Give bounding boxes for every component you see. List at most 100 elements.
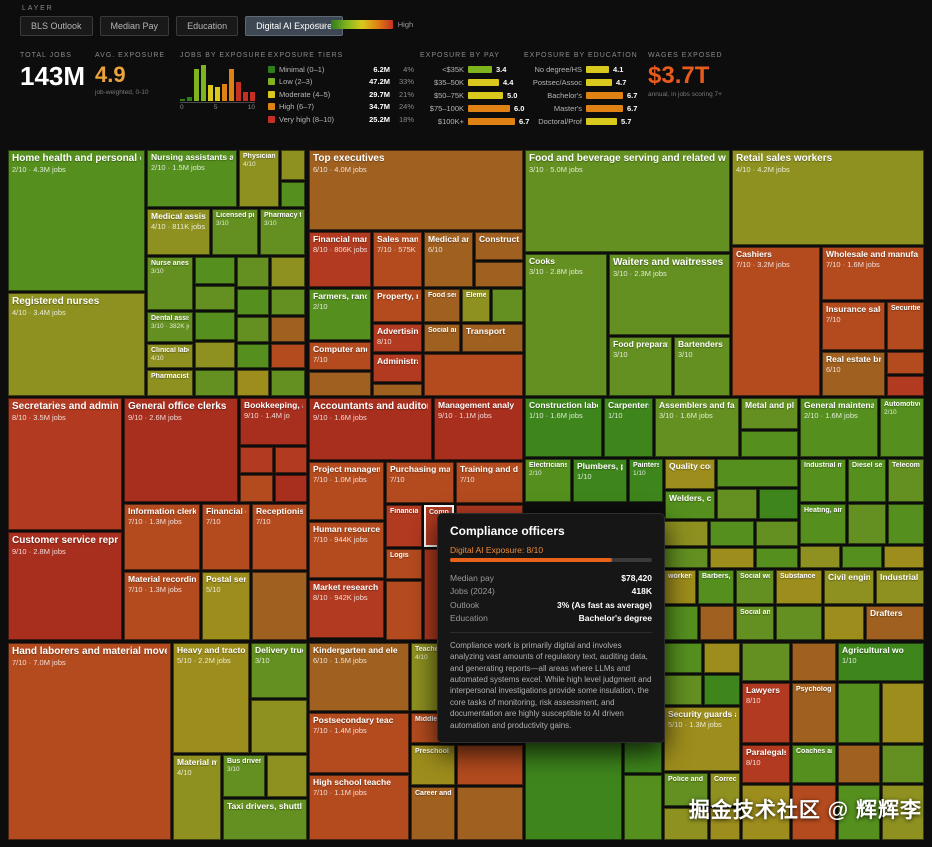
industrial-machinery-mechanics[interactable]: Industrial mac [800,459,846,502]
treemap-tile[interactable] [309,372,371,396]
treemap-tile[interactable] [373,384,422,396]
property-real-estate-managers[interactable]: Property, real e [373,289,422,322]
high-school-teachers[interactable]: High school teache 7/10 · 1.1M jobs [309,775,409,840]
career-technical-teachers[interactable]: Career and te [411,787,455,840]
social-human-service-assistants[interactable]: Social and [736,606,774,640]
treemap-tile[interactable] [237,289,269,315]
physicians-and-surgeons[interactable]: Physicians and sur4/10 [239,150,279,207]
hand-laborers-material-movers[interactable]: Hand laborers and material movers 7/10 · … [8,643,171,840]
top-executives[interactable]: Top executives 6/10 · 4.0M jobs [309,150,523,230]
plumbers-pipefitters[interactable]: Plumbers, pipefit1/10 [573,459,627,502]
treemap-tile[interactable] [386,581,422,640]
civil-engineers[interactable]: Civil engineer [824,570,874,604]
sales-managers[interactable]: Sales managers7/10 · 575K jo [373,232,422,287]
treemap-tile[interactable] [756,521,798,546]
treemap-tile[interactable] [195,286,235,310]
agricultural-workers[interactable]: Agricultural wo 1/10 [838,643,924,681]
secretaries-admin-assistants[interactable]: Secretaries and administra8/10 · 3.5M jo… [8,398,122,530]
food-beverage-serving-workers[interactable]: Food and beverage serving and related wo… [525,150,730,252]
receptionists[interactable]: Receptionists7/10 [252,504,307,570]
training-development-specialists[interactable]: Training and d 7/10 [456,462,523,503]
treemap-tile[interactable] [664,521,708,546]
transportation-managers[interactable]: Transport [462,324,523,352]
treemap-tile[interactable] [800,546,840,568]
treemap-tile[interactable] [717,489,757,519]
human-resources-specialists[interactable]: Human resources s7/10 · 944K jobs [309,522,384,578]
treemap-tile[interactable] [888,504,924,544]
treemap-tile[interactable] [624,775,662,840]
general-maintenance-repair[interactable]: General maintenanc2/10 · 1.6M jobs [800,398,878,457]
carpenters[interactable]: Carpenters 1/10 [604,398,653,457]
farmers-ranchers[interactable]: Farmers, ranchers,2/10 [309,289,371,340]
treemap-tile[interactable] [664,808,708,840]
treemap-tile[interactable] [882,683,924,743]
taxi-drivers-chauffeurs[interactable]: Taxi drivers, shuttl [223,799,307,840]
treemap-tile[interactable] [281,182,305,207]
security-guards[interactable]: Security guards and ga5/10 · 1.3M jobs [664,707,740,771]
treemap-tile[interactable] [195,342,235,368]
general-office-clerks[interactable]: General office clerks 9/10 · 2.6M jobs [124,398,238,502]
treemap-tile[interactable] [838,745,880,783]
treemap-tile[interactable] [457,745,523,785]
dental-assistants[interactable]: Dental assist3/10 · 382K jo [147,312,193,342]
treemap-tile[interactable] [251,700,307,753]
treemap-tile[interactable] [271,257,305,287]
treemap-tile[interactable] [237,317,269,342]
police-and-detectives[interactable]: Police and dete [664,773,708,806]
customer-service-representatives[interactable]: Customer service represen9/10 · 2.8M job… [8,532,122,640]
education-administrators[interactable]: Elementa [462,289,490,322]
heating-ac-mechanics[interactable]: Heating, air co [800,504,846,544]
treemap-tile[interactable] [704,643,740,673]
real-estate-brokers-agents[interactable]: Real estate broker6/10 [822,352,885,396]
accountants-and-auditors[interactable]: Accountants and auditor 9/10 · 1.6M jobs [309,398,432,460]
treemap-tile[interactable] [792,643,836,681]
bookkeeping-accounting-clerks[interactable]: Bookkeeping, accou9/10 · 1.4M jo [240,398,307,445]
treemap-tile[interactable] [271,317,305,342]
correctional-officers[interactable]: Correctional off [710,773,740,806]
licensed-practical-nurses[interactable]: Licensed practica3/10 [212,209,258,255]
treemap-tile[interactable] [742,643,790,681]
registered-nurses[interactable]: Registered nurses 4/10 · 3.4M jobs [8,293,145,396]
retail-sales-workers[interactable]: Retail sales workers 4/10 · 4.2M jobs [732,150,924,245]
telecom-installers[interactable]: Telecomm [888,459,924,502]
postsecondary-teachers[interactable]: Postsecondary teac 7/10 · 1.4M jobs [309,713,409,773]
treemap-tile[interactable] [742,785,790,840]
treemap-tile[interactable] [195,312,235,340]
waiters-and-waitresses[interactable]: Waiters and waitresses 3/10 · 2.3M jobs [609,254,730,335]
postal-service-workers[interactable]: Postal service5/10 [202,572,250,640]
medical-health-services-managers[interactable]: Medical and he6/10 [424,232,473,287]
electricians[interactable]: Electricians 2/10 [525,459,571,502]
treemap-tile[interactable] [237,370,269,396]
treemap-tile[interactable] [475,262,523,287]
home-health-personal-care-aides[interactable]: Home health and personal car 2/10 · 4.3M … [8,150,145,291]
painters-construction[interactable]: Painters, co1/10 [629,459,663,502]
treemap-tile[interactable] [776,606,822,640]
computer-info-systems-managers[interactable]: Computer and info7/10 [309,342,371,370]
substance-abuse-counselors[interactable]: Substance [776,570,822,604]
treemap-tile[interactable] [664,606,698,640]
layer-button-bls-outlook[interactable]: BLS Outlook [20,16,93,36]
construction-laborers[interactable]: Construction laborers1/10 · 1.6M jobs [525,398,602,457]
financial-analysts[interactable]: Financial a [386,505,422,547]
diesel-service-technicians[interactable]: Diesel servic [848,459,886,502]
treemap-tile[interactable] [759,489,798,519]
treemap-tile[interactable] [424,354,523,396]
treemap-tile[interactable] [848,504,886,544]
treemap-tile[interactable] [271,289,305,315]
treemap-tile[interactable] [664,548,708,568]
bartenders[interactable]: Bartenders 3/10 [674,337,730,396]
cooks[interactable]: Cooks 3/10 · 2.8M jobs [525,254,607,396]
treemap-tile[interactable] [492,289,523,322]
treemap-tile[interactable] [664,643,702,673]
bus-drivers[interactable]: Bus drivers3/10 [223,755,265,797]
treemap-tile[interactable] [741,431,798,457]
material-moving-workers[interactable]: Material movin4/10 [173,755,221,840]
treemap-tile[interactable] [240,475,273,502]
treemap-tile[interactable] [240,447,273,473]
treemap-tile[interactable] [842,546,882,568]
treemap-tile[interactable] [887,352,924,374]
treemap-tile[interactable] [252,572,307,640]
treemap-tile[interactable] [710,808,740,840]
treemap-tile[interactable] [710,521,754,546]
